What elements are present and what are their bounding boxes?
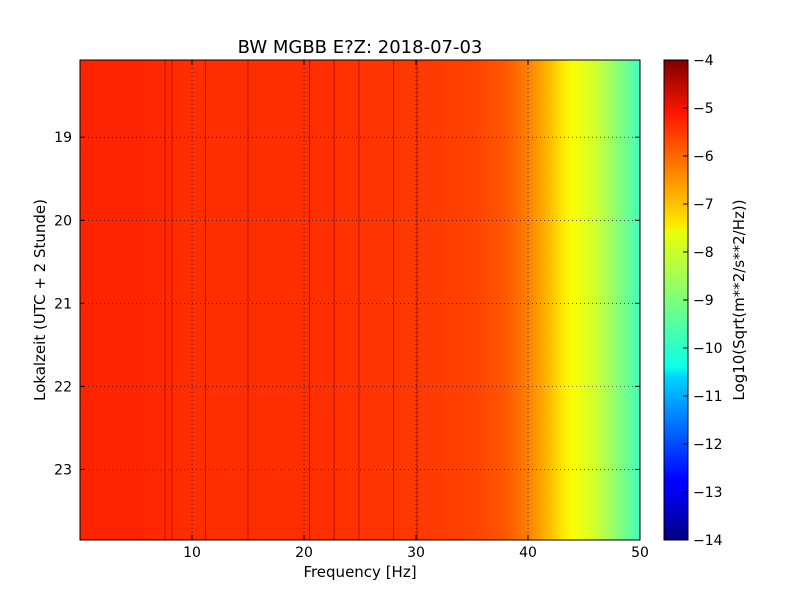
colorbar-tick-label: −10 <box>693 341 723 357</box>
x-tick-label: 50 <box>631 545 649 561</box>
colorbar-tick-label: −4 <box>693 53 714 69</box>
x-tick-label: 40 <box>519 545 537 561</box>
y-axis-label: Lokalzeit (UTC + 2 Stunde) <box>31 199 49 401</box>
y-tick-label: 19 <box>54 130 72 146</box>
plot-frame <box>79 59 641 541</box>
plot-area: 10 20 30 40 50 19 20 21 22 23 <box>54 59 649 561</box>
colorbar-tick-label: −8 <box>693 245 714 261</box>
x-tick-label: 20 <box>295 545 313 561</box>
chart-title: BW MGBB E?Z: 2018-07-03 <box>238 37 483 58</box>
colorbar-tick-label: −11 <box>693 389 723 405</box>
x-tick-label: 30 <box>407 545 425 561</box>
colorbar: −4 −5 −6 −7 −8 −9 −10 −11 −12 −13 −14 <box>663 53 723 549</box>
colorbar-tick-label: −6 <box>693 149 714 165</box>
y-tick-label: 21 <box>54 296 72 312</box>
frequency-line-features <box>164 60 418 540</box>
y-tick-label: 20 <box>54 213 72 229</box>
x-axis-ticks: 10 20 30 40 50 <box>183 60 649 561</box>
colorbar-tick-label: −7 <box>693 197 714 213</box>
x-tick-label: 10 <box>183 545 201 561</box>
colorbar-tick-label: −13 <box>693 485 723 501</box>
y-tick-label: 22 <box>54 379 72 395</box>
y-tick-label: 23 <box>54 462 72 478</box>
colorbar-label: Log10(Sqrt(m**2/s**2/Hz)) <box>730 199 748 400</box>
spectrogram-image <box>80 60 640 540</box>
colorbar-tick-label: −5 <box>693 101 714 117</box>
y-axis-ticks: 19 20 21 22 23 <box>54 130 640 478</box>
colorbar-tick-label: −12 <box>693 437 723 453</box>
x-axis-label: Frequency [Hz] <box>303 563 416 581</box>
colorbar-tick-label: −14 <box>693 533 723 549</box>
colorbar-ticks: −4 −5 −6 −7 −8 −9 −10 −11 −12 −13 −14 <box>683 53 723 549</box>
colorbar-tick-label: −9 <box>693 293 714 309</box>
